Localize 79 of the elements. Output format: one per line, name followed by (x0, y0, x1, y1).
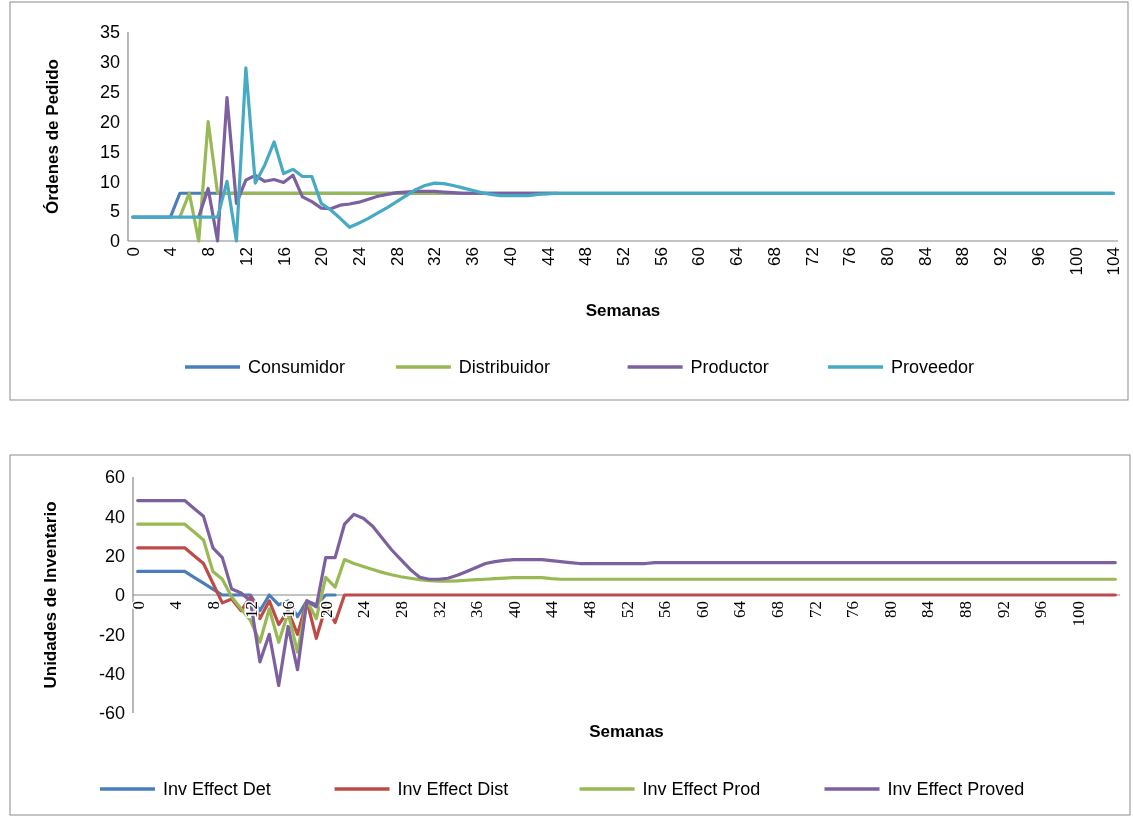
legend-label: Productor (690, 357, 769, 377)
legend-label: Inv Effect Proved (887, 779, 1025, 799)
y-tick-label: 30 (99, 52, 120, 73)
y-tick-label: -40 (98, 663, 125, 684)
line-series (131, 66, 1115, 243)
x-tick-label: 56 (655, 601, 675, 618)
x-tick-label: 100 (1066, 247, 1086, 276)
x-tick-label: 84 (918, 600, 938, 618)
x-tick-label: 60 (692, 601, 712, 618)
y-tick-label: -60 (98, 703, 125, 724)
x-tick-label: 28 (391, 601, 411, 618)
x-tick-label: 100 (1068, 601, 1088, 627)
y-axis-title: Unidades de Inventario (41, 501, 60, 689)
x-tick-label: 40 (500, 247, 520, 266)
legend-label: Inv Effect Dist (397, 779, 509, 799)
x-tick-label: 0 (123, 247, 143, 257)
x-tick-label: 104 (1104, 247, 1124, 276)
x-tick-label: 52 (614, 247, 633, 266)
x-tick-label: 28 (387, 247, 407, 266)
y-tick-label: 25 (99, 82, 120, 103)
x-tick-label: 64 (727, 247, 747, 266)
x-tick-label: 68 (767, 601, 787, 618)
x-tick-label: 96 (1028, 247, 1048, 266)
x-tick-label: 84 (915, 247, 935, 266)
x-tick-label: 48 (579, 601, 599, 618)
x-tick-label: 76 (843, 601, 863, 618)
x-tick-label: 20 (316, 601, 336, 618)
x-tick-label: 80 (878, 247, 897, 266)
y-tick-label: 5 (109, 201, 120, 222)
x-tick-label: 96 (1031, 601, 1051, 618)
x-tick-label: 8 (199, 247, 219, 257)
x-tick-label: 24 (354, 600, 374, 618)
x-tick-label: 4 (161, 247, 181, 257)
y-tick-label: 20 (104, 545, 125, 566)
y-tick-label: 40 (104, 506, 125, 527)
y-tick-label: 60 (104, 467, 125, 488)
x-tick-label: 56 (651, 247, 671, 266)
x-tick-label: 16 (279, 601, 299, 618)
x-tick-label: 92 (993, 601, 1013, 618)
x-tick-label: 88 (953, 247, 973, 266)
x-tick-label: 40 (504, 601, 524, 618)
x-tick-label: 52 (617, 601, 637, 618)
x-tick-label: 72 (802, 247, 822, 266)
x-tick-label: 48 (576, 247, 596, 266)
y-tick-label: 20 (99, 111, 120, 132)
x-tick-label: 12 (236, 247, 256, 266)
x-tick-label: 60 (689, 247, 709, 266)
legend-label: Distribuidor (458, 357, 550, 377)
x-tick-label: 0 (128, 601, 148, 610)
x-tick-label: 36 (467, 601, 487, 618)
x-tick-label: 64 (730, 600, 750, 618)
x-axis-title: Semanas (585, 301, 661, 320)
x-tick-label: 32 (425, 247, 445, 266)
y-tick-label: 10 (99, 171, 120, 192)
legend-label: Inv Effect Prod (642, 779, 761, 799)
x-tick-label: 4 (166, 600, 186, 610)
x-tick-label: 44 (538, 247, 558, 266)
y-tick-label: -20 (98, 624, 125, 645)
legend-label: Proveedor (891, 357, 975, 377)
x-tick-label: 24 (350, 247, 369, 266)
y-tick-label: 35 (99, 22, 120, 43)
x-tick-label: 72 (805, 601, 825, 618)
x-tick-label: 68 (764, 247, 784, 266)
x-tick-label: 36 (463, 247, 483, 266)
x-tick-label: 88 (955, 601, 975, 618)
x-tick-label: 80 (880, 601, 900, 618)
y-axis-title: Órdenes de Pedido (43, 59, 62, 214)
x-tick-label: 32 (429, 601, 449, 618)
x-tick-label: 20 (312, 247, 332, 266)
x-tick-label: 12 (241, 601, 261, 618)
x-tick-label: 76 (840, 247, 860, 266)
x-tick-label: 16 (274, 247, 294, 266)
y-tick-label: 15 (99, 141, 120, 162)
legend-label: Consumidor (248, 357, 346, 377)
x-tick-label: 92 (991, 247, 1011, 266)
legend-label: Inv Effect Det (163, 779, 271, 799)
x-tick-label: 8 (203, 601, 223, 610)
x-tick-label: 44 (542, 600, 562, 618)
x-axis-title: Semanas (589, 722, 664, 741)
